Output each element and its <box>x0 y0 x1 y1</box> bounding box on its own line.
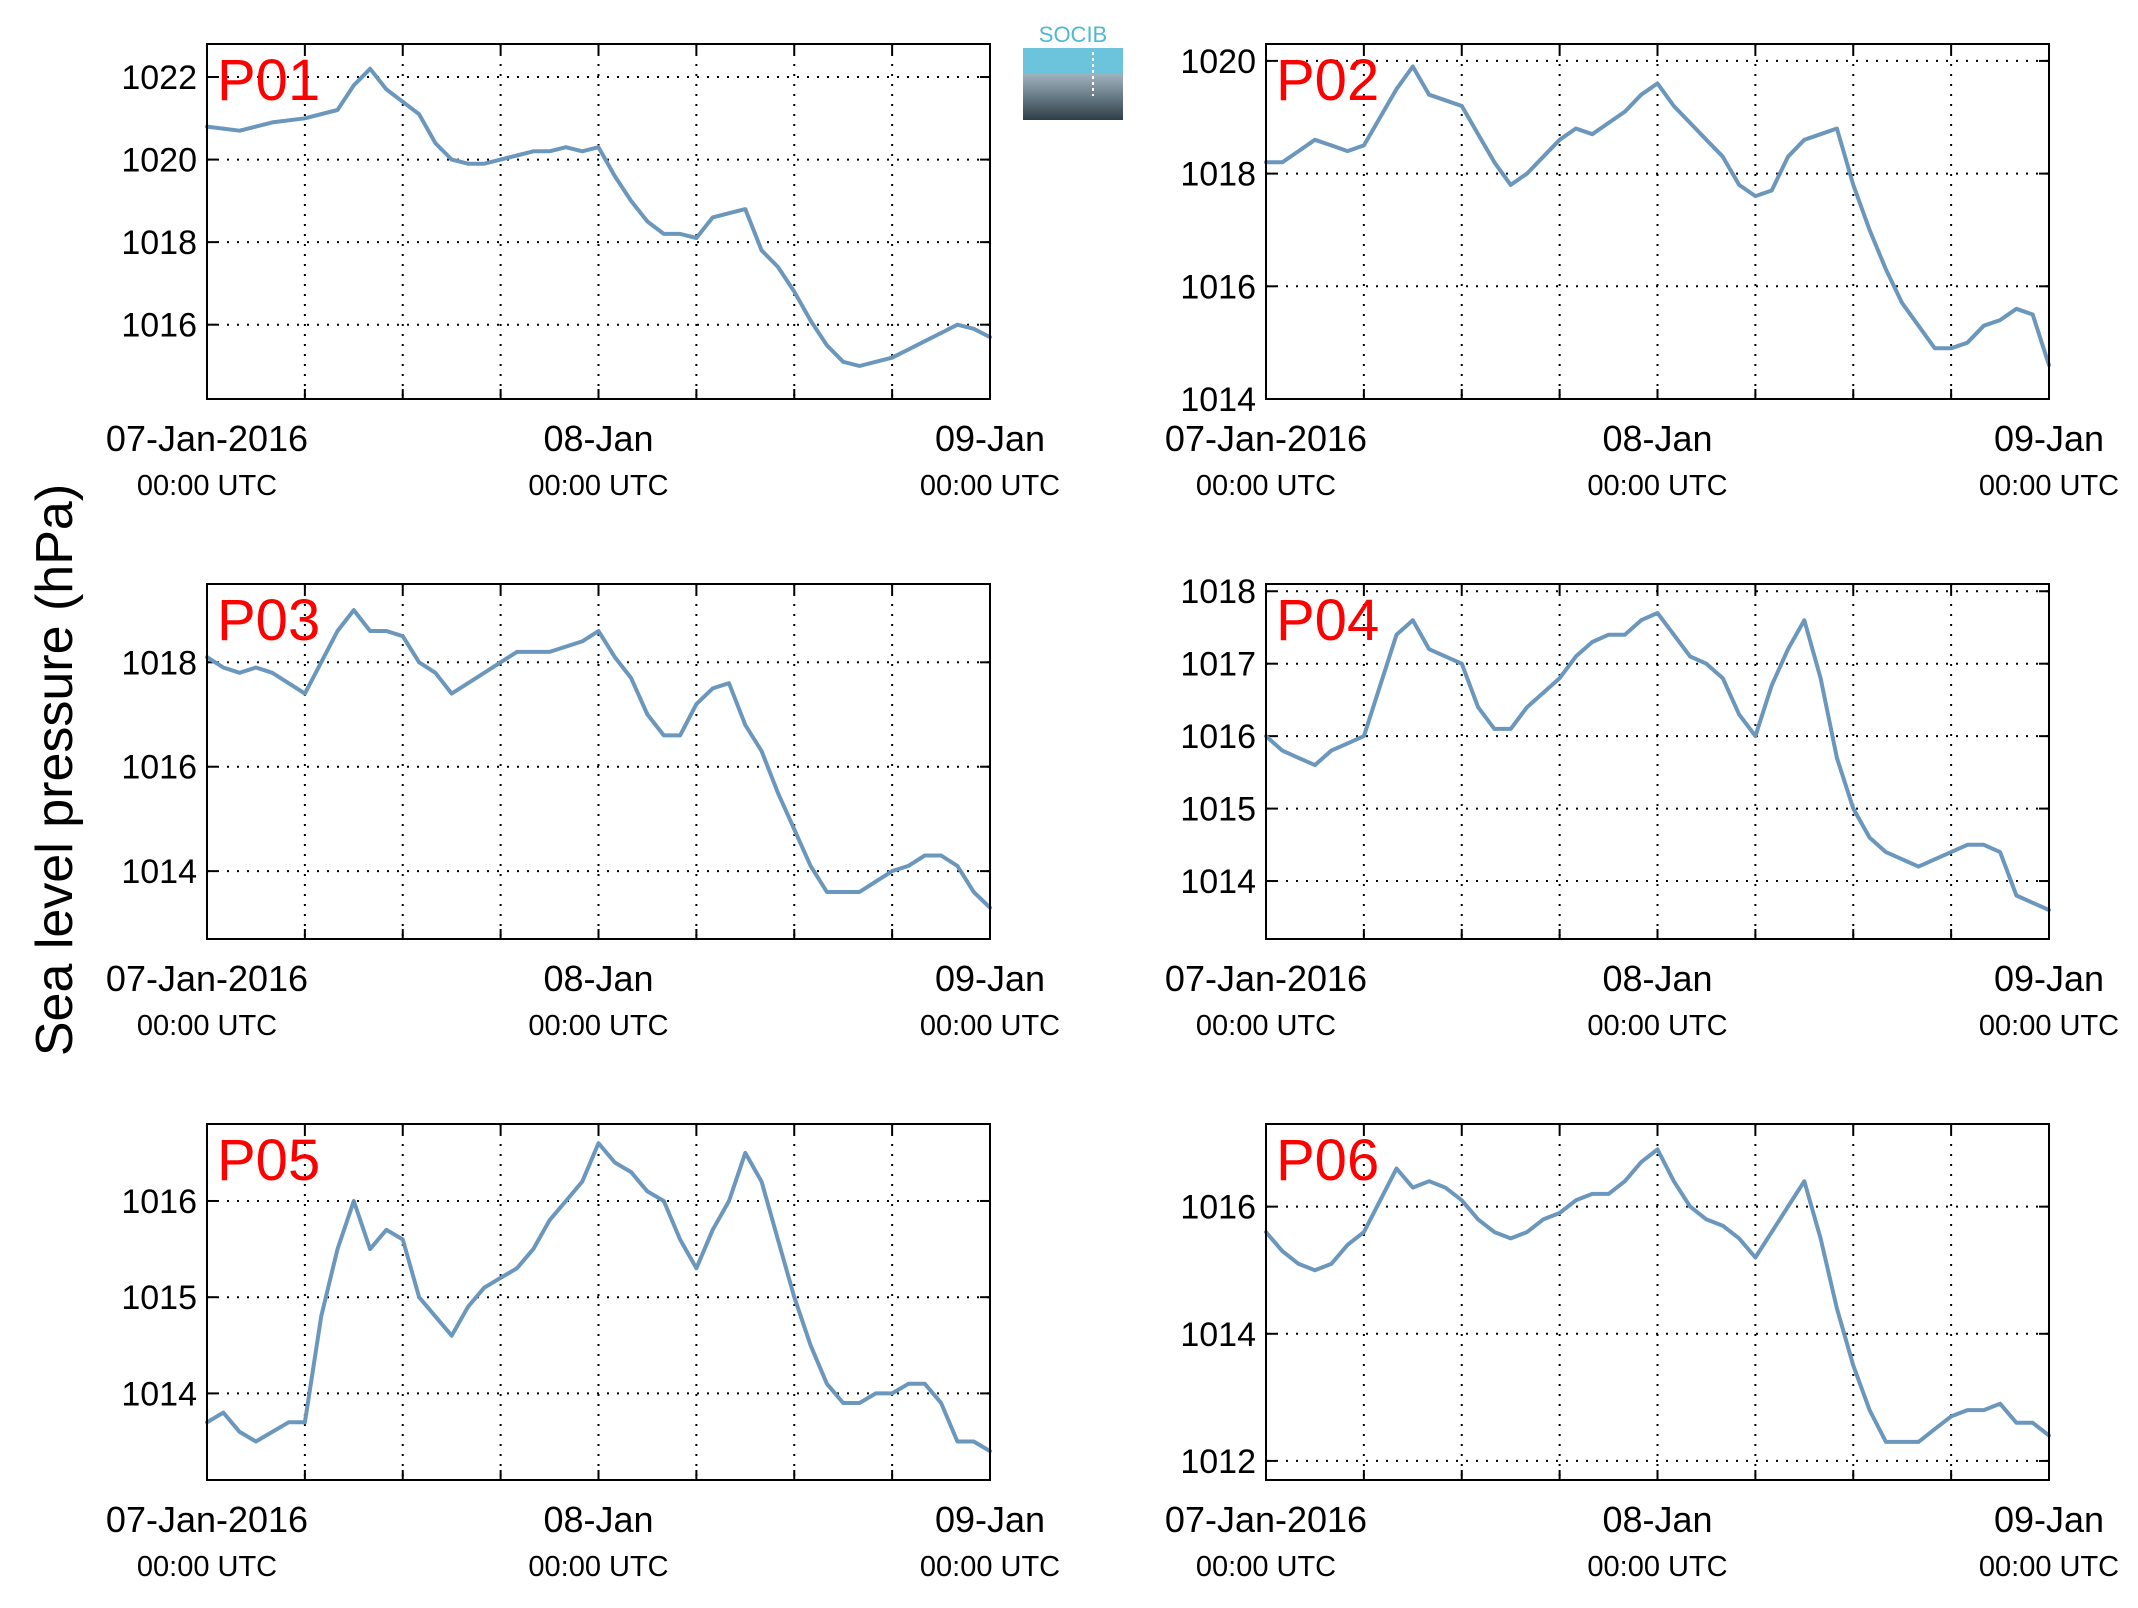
x-tick-label-time: 00:00 UTC <box>920 470 1060 502</box>
x-tick-label-time: 00:00 UTC <box>1979 470 2119 502</box>
x-tick-label-time: 00:00 UTC <box>528 470 668 502</box>
x-tick-label-date: 08-Jan <box>1602 958 1712 999</box>
x-tick-label-time: 00:00 UTC <box>1587 1010 1727 1042</box>
x-tick-label-time: 00:00 UTC <box>1979 1010 2119 1042</box>
series-line-p02 <box>1264 64 2051 368</box>
chart-panel-p01: 1016 1018 1020 1022 07-Jan-2016 00:00 UTC 08-J… <box>106 43 1060 502</box>
x-tick-label-time: 00:00 UTC <box>1196 1010 1336 1042</box>
x-tick-label-date: 08-Jan <box>543 418 653 459</box>
y-tick-label: 1016 <box>121 749 197 787</box>
y-tick-label: 1020 <box>121 142 197 180</box>
axes-frame <box>1265 1123 2050 1481</box>
x-tick-label-date: 07-Jan-2016 <box>1165 1499 1367 1540</box>
y-tick-label: 1014 <box>121 1375 197 1413</box>
y-tick-label: 1022 <box>121 59 197 97</box>
socib-logo-text: SOCIB <box>1039 22 1107 47</box>
station-label: P03 <box>217 588 320 653</box>
x-tick-label-date: 07-Jan-2016 <box>106 1499 308 1540</box>
y-tick-label: 1014 <box>1180 863 1256 901</box>
chart-panel-p04: 1014 1015 1016 1017 1018 07-Jan-2016 00:00 UTC… <box>1165 573 2119 1042</box>
y-tick-label: 1016 <box>1180 1189 1256 1227</box>
station-label: P06 <box>1276 1128 1379 1193</box>
series-line-p04 <box>1264 611 2051 912</box>
axes-frame <box>206 583 991 940</box>
x-tick-label-date: 09-Jan <box>1994 1499 2104 1540</box>
y-tick-label: 1015 <box>121 1279 197 1317</box>
y-tick-label: 1020 <box>1180 43 1256 81</box>
y-tick-label: 1017 <box>1180 646 1256 684</box>
y-tick-label: 1016 <box>121 307 197 345</box>
x-tick-label-time: 00:00 UTC <box>1979 1551 2119 1583</box>
y-tick-label: 1016 <box>1180 718 1256 756</box>
chart-panel-p06: 1012 1014 1016 07-Jan-2016 00:00 UTC 08-Jan 00… <box>1165 1123 2119 1583</box>
series-line-p01 <box>205 66 992 368</box>
y-tick-label: 1012 <box>1180 1443 1256 1481</box>
x-tick-label-time: 00:00 UTC <box>137 1551 277 1583</box>
x-tick-label-date: 09-Jan <box>935 1499 1045 1540</box>
series-line-p03 <box>205 608 992 910</box>
axes-frame <box>1265 43 2050 400</box>
axes-frame <box>1265 583 2050 940</box>
y-tick-label: 1015 <box>1180 791 1256 829</box>
chart-panel-p03: 1014 1016 1018 07-Jan-2016 00:00 UTC 08-Jan 00… <box>106 583 1060 1042</box>
station-label: P01 <box>217 48 320 113</box>
x-tick-label-time: 00:00 UTC <box>137 1010 277 1042</box>
y-tick-label: 1014 <box>1180 1316 1256 1354</box>
x-tick-label-date: 08-Jan <box>543 1499 653 1540</box>
x-tick-label-time: 00:00 UTC <box>1587 470 1727 502</box>
x-tick-label-date: 07-Jan-2016 <box>1165 418 1367 459</box>
y-tick-label: 1016 <box>121 1183 197 1221</box>
chart-panel-p05: 1014 1015 1016 07-Jan-2016 00:00 UTC 08-Jan 00… <box>106 1123 1060 1583</box>
x-tick-label-date: 08-Jan <box>543 958 653 999</box>
socib-logo: SOCIB <box>1023 18 1123 120</box>
x-tick-label-time: 00:00 UTC <box>137 470 277 502</box>
axes-frame <box>206 43 991 400</box>
y-tick-label: 1018 <box>1180 573 1256 611</box>
x-tick-label-time: 00:00 UTC <box>920 1010 1060 1042</box>
x-tick-label-date: 07-Jan-2016 <box>106 958 308 999</box>
chart-panel-p02: 1014 1016 1018 1020 07-Jan-2016 00:00 UTC 08-J… <box>1165 43 2119 502</box>
x-tick-label-date: 08-Jan <box>1602 418 1712 459</box>
y-tick-label: 1018 <box>121 224 197 262</box>
x-tick-label-date: 07-Jan-2016 <box>1165 958 1367 999</box>
x-tick-label-date: 09-Jan <box>935 418 1045 459</box>
x-tick-label-date: 07-Jan-2016 <box>106 418 308 459</box>
x-tick-label-time: 00:00 UTC <box>1196 1551 1336 1583</box>
y-tick-label: 1016 <box>1180 268 1256 306</box>
y-tick-label: 1014 <box>1180 381 1256 419</box>
station-label: P05 <box>217 1128 320 1193</box>
y-tick-label: 1018 <box>1180 156 1256 194</box>
x-tick-label-date: 09-Jan <box>1994 958 2104 999</box>
x-tick-label-time: 00:00 UTC <box>1587 1551 1727 1583</box>
station-label: P02 <box>1276 48 1379 113</box>
y-axis-label: Sea level pressure (hPa) <box>26 483 84 1057</box>
x-tick-label-time: 00:00 UTC <box>920 1551 1060 1583</box>
axes-frame <box>206 1123 991 1481</box>
x-tick-label-time: 00:00 UTC <box>1196 470 1336 502</box>
y-tick-label: 1014 <box>121 853 197 891</box>
series-line-p06 <box>1264 1147 2051 1444</box>
x-tick-label-date: 08-Jan <box>1602 1499 1712 1540</box>
x-tick-label-date: 09-Jan <box>935 958 1045 999</box>
station-label: P04 <box>1276 588 1379 653</box>
x-tick-label-time: 00:00 UTC <box>528 1010 668 1042</box>
y-tick-label: 1018 <box>121 644 197 682</box>
x-tick-label-time: 00:00 UTC <box>528 1551 668 1583</box>
x-tick-label-date: 09-Jan <box>1994 418 2104 459</box>
series-line-p05 <box>205 1141 992 1454</box>
